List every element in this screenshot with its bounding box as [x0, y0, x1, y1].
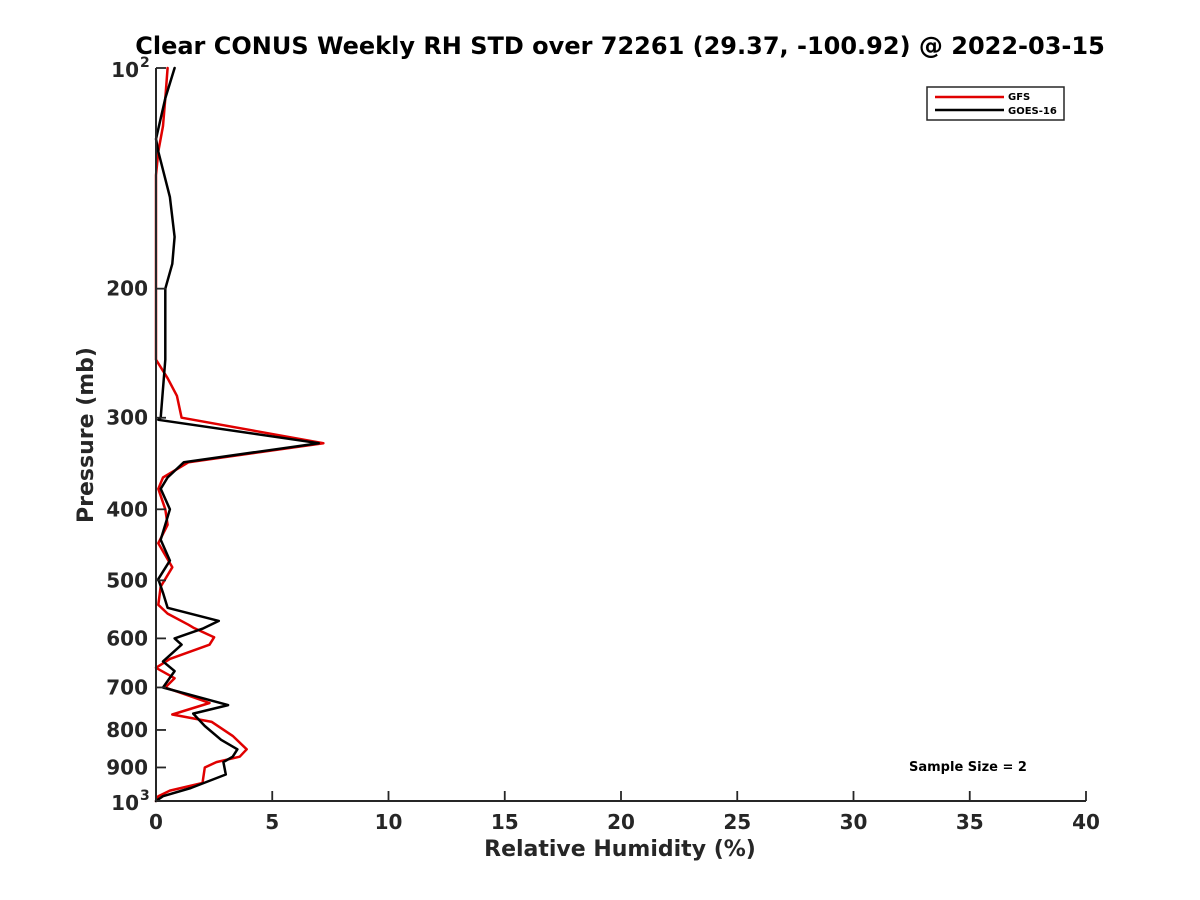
y-tick-label-base: 10: [111, 58, 139, 82]
sample-size-annotation: Sample Size = 2: [909, 760, 1027, 775]
series-layer: [154, 66, 325, 803]
y-tick-label: 600: [106, 626, 148, 650]
y-tick-label-exponent: 3: [140, 788, 150, 804]
chart-title: Clear CONUS Weekly RH STD over 72261 (29…: [135, 32, 1105, 60]
y-tick-label: 400: [106, 497, 148, 521]
x-tick-label: 35: [956, 810, 984, 834]
legend-box: [926, 86, 1065, 121]
series-line-goes-16: [154, 66, 321, 803]
x-tick-label: 25: [723, 810, 751, 834]
y-tick-label: 300: [106, 406, 148, 430]
legend-label-goes16: GOES-16: [1008, 106, 1057, 117]
y-tick-label: 700: [106, 675, 148, 699]
x-tick-label: 10: [375, 810, 403, 834]
y-tick-label: 800: [106, 718, 148, 742]
y-tick-label-exponent: 2: [140, 55, 150, 71]
legend-label-gfs: GFS: [1008, 92, 1030, 103]
plot-area: [156, 68, 1086, 801]
y-tick-label: 500: [106, 568, 148, 592]
x-tick-label: 0: [149, 810, 163, 834]
x-tick-label: 15: [491, 810, 519, 834]
x-tick-label: 30: [840, 810, 868, 834]
x-tick-label: 5: [265, 810, 279, 834]
y-tick-label: 200: [106, 277, 148, 301]
y-axis-label: Pressure (mb): [74, 347, 99, 523]
x-tick-label: 20: [607, 810, 635, 834]
y-tick-label-base: 10: [111, 791, 139, 815]
y-tick-label: 900: [106, 755, 148, 779]
x-ticks: 0 5 10 15 20 25 30 35 40: [149, 791, 1100, 834]
x-axis-label: Relative Humidity (%): [484, 837, 756, 862]
legend: GFS GOES-16: [926, 86, 1065, 121]
x-tick-label: 40: [1072, 810, 1100, 834]
